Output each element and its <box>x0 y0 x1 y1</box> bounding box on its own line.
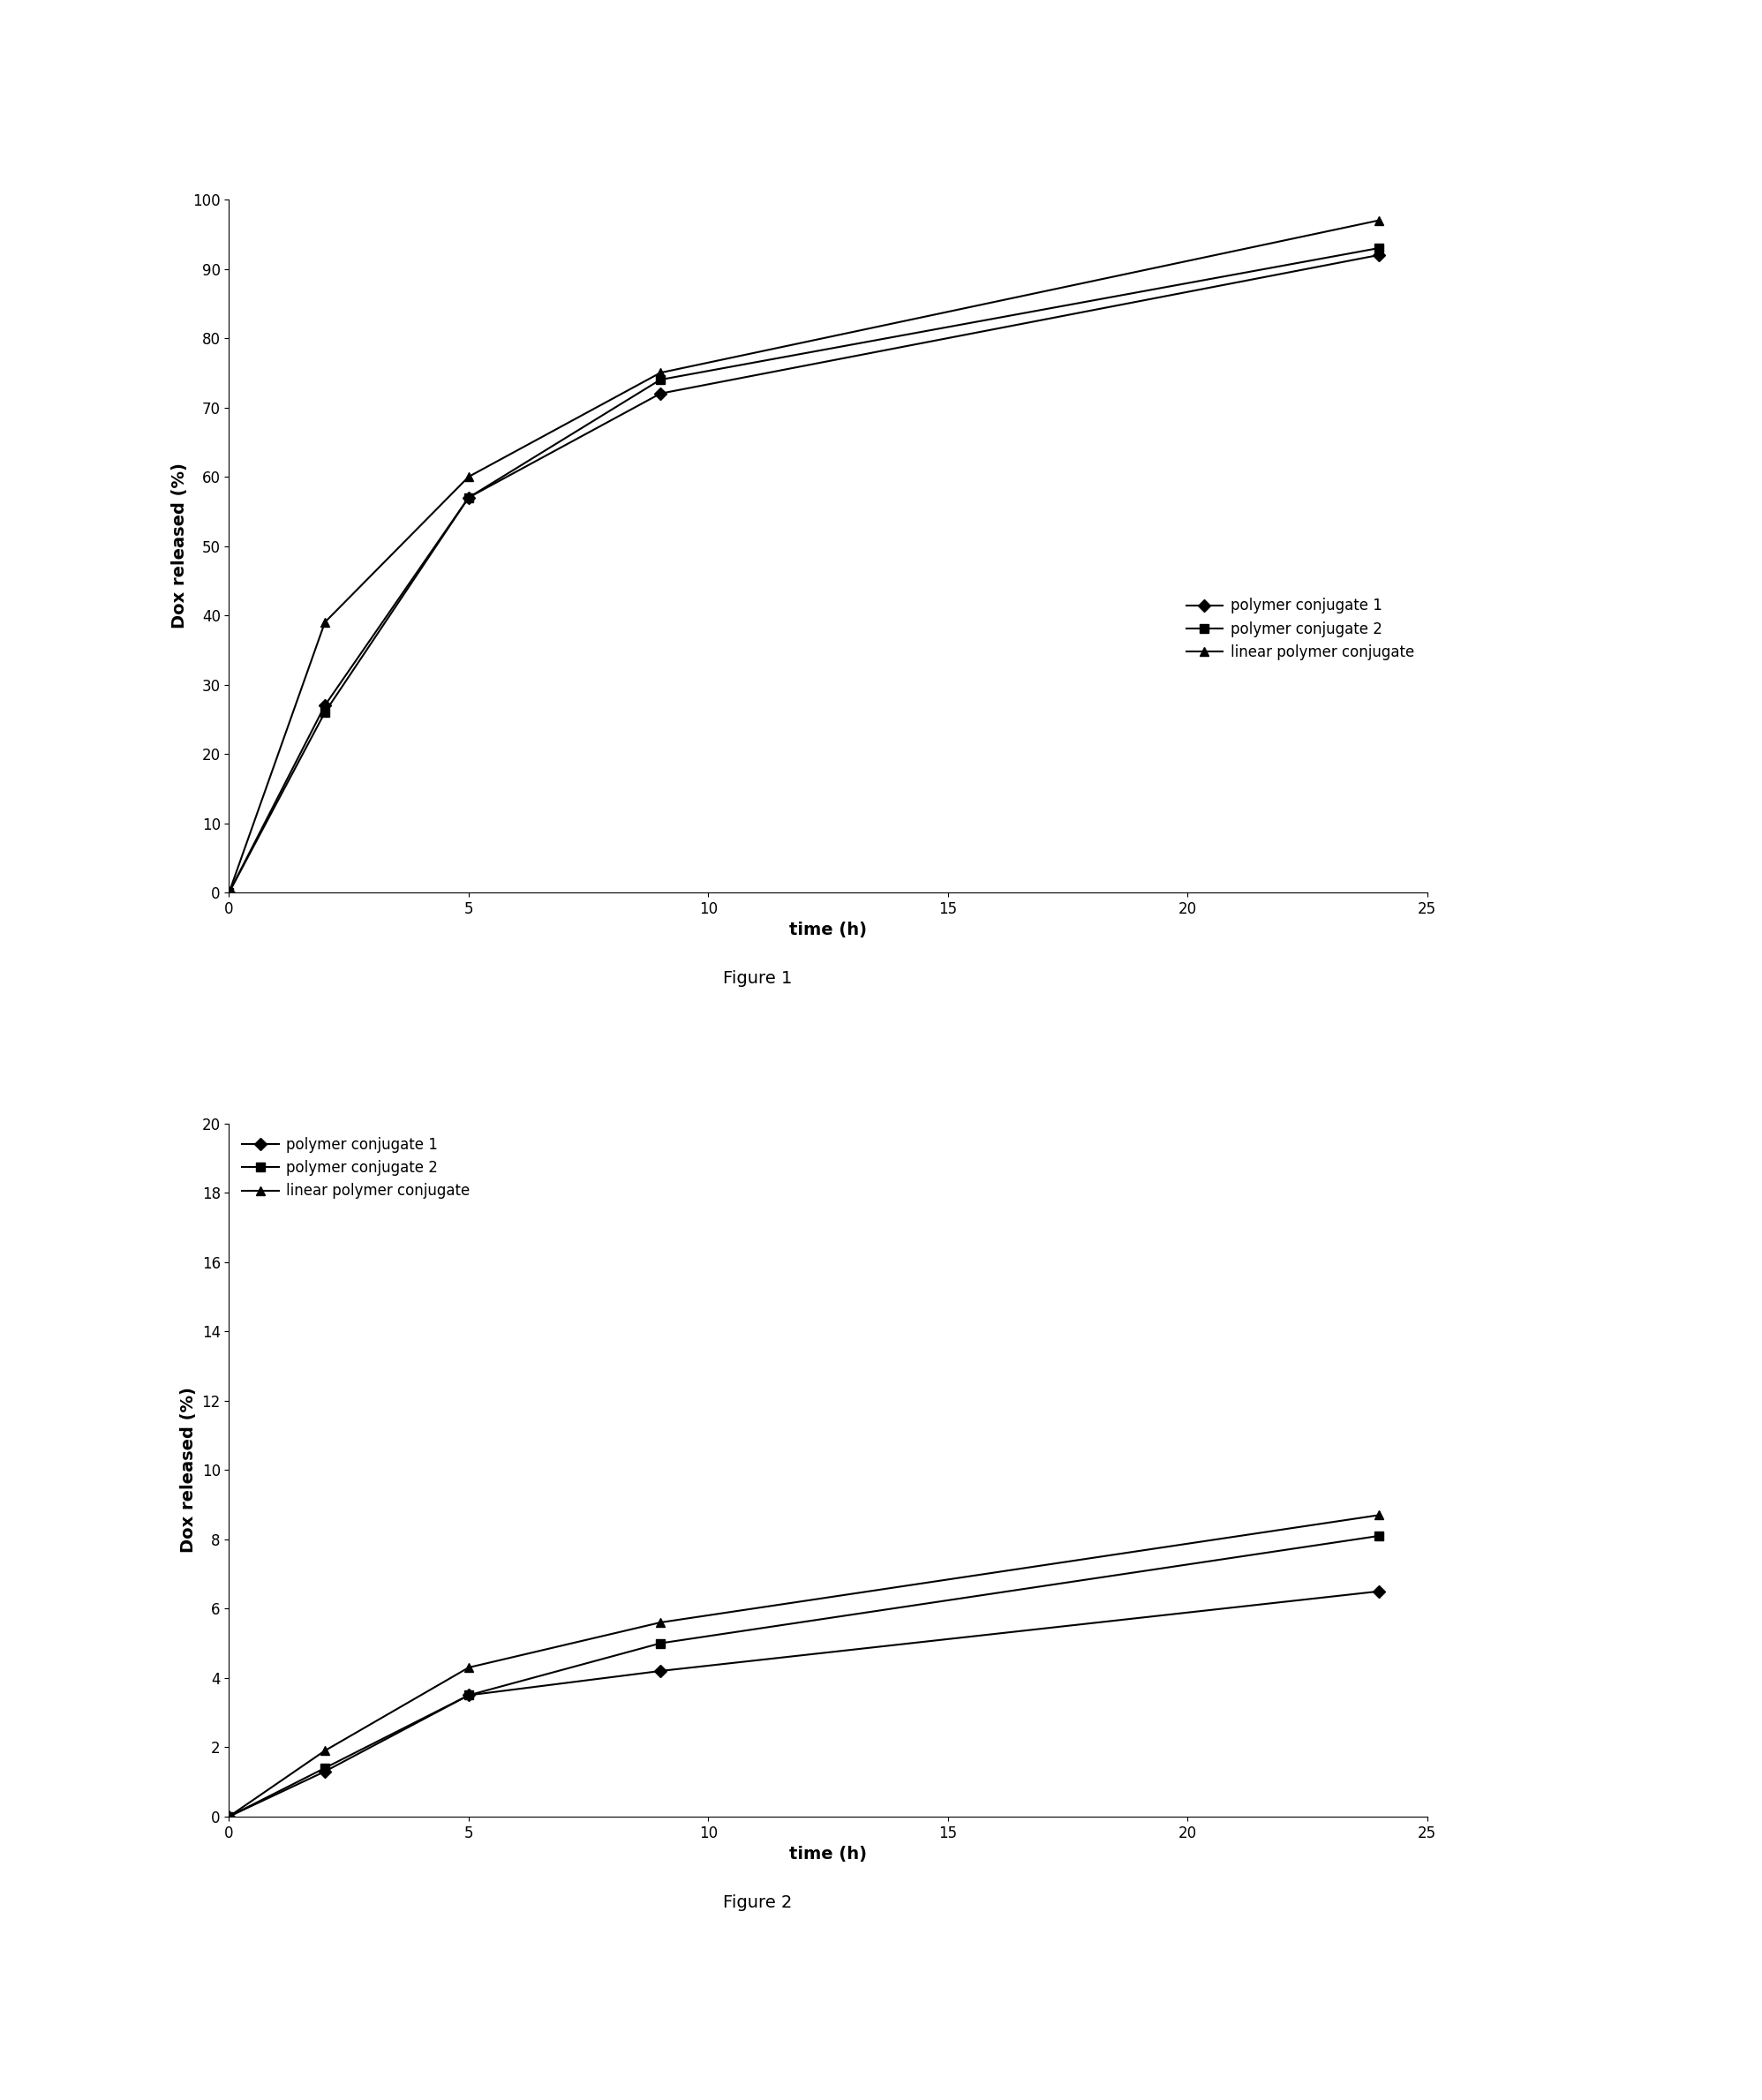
polymer conjugate 1 <box>218 880 240 905</box>
polymer conjugate 2 <box>458 485 479 510</box>
linear polymer conjugate <box>314 609 335 634</box>
X-axis label: time (h): time (h) <box>789 1846 867 1863</box>
linear polymer conjugate <box>218 1804 240 1829</box>
Line: polymer conjugate 2: polymer conjugate 2 <box>226 244 1383 897</box>
linear polymer conjugate <box>218 880 240 905</box>
Text: Figure 1: Figure 1 <box>722 970 793 987</box>
polymer conjugate 1 <box>458 485 479 510</box>
polymer conjugate 2 <box>218 880 240 905</box>
linear polymer conjugate <box>650 361 671 386</box>
Text: Figure 2: Figure 2 <box>722 1894 793 1911</box>
polymer conjugate 1 <box>1369 242 1390 267</box>
polymer conjugate 2 <box>314 1756 335 1781</box>
polymer conjugate 1 <box>218 1804 240 1829</box>
linear polymer conjugate <box>458 1655 479 1680</box>
polymer conjugate 2 <box>1369 1522 1390 1548</box>
Line: polymer conjugate 1: polymer conjugate 1 <box>226 1588 1383 1821</box>
Legend: polymer conjugate 1, polymer conjugate 2, linear polymer conjugate: polymer conjugate 1, polymer conjugate 2… <box>1181 592 1420 666</box>
polymer conjugate 2 <box>218 1804 240 1829</box>
linear polymer conjugate <box>650 1611 671 1636</box>
polymer conjugate 2 <box>650 368 671 393</box>
Line: polymer conjugate 2: polymer conjugate 2 <box>226 1531 1383 1821</box>
polymer conjugate 1 <box>650 380 671 405</box>
Line: linear polymer conjugate: linear polymer conjugate <box>226 216 1383 897</box>
Line: linear polymer conjugate: linear polymer conjugate <box>226 1510 1383 1821</box>
polymer conjugate 1 <box>314 693 335 718</box>
polymer conjugate 1 <box>314 1760 335 1785</box>
polymer conjugate 2 <box>650 1630 671 1655</box>
Legend: polymer conjugate 1, polymer conjugate 2, linear polymer conjugate: polymer conjugate 1, polymer conjugate 2… <box>236 1132 476 1205</box>
X-axis label: time (h): time (h) <box>789 922 867 939</box>
polymer conjugate 2 <box>458 1682 479 1707</box>
linear polymer conjugate <box>1369 1502 1390 1527</box>
linear polymer conjugate <box>458 464 479 489</box>
polymer conjugate 2 <box>314 699 335 724</box>
polymer conjugate 1 <box>1369 1579 1390 1604</box>
Y-axis label: Dox released (%): Dox released (%) <box>180 1388 197 1552</box>
polymer conjugate 1 <box>458 1682 479 1707</box>
Y-axis label: Dox released (%): Dox released (%) <box>171 464 189 628</box>
polymer conjugate 1 <box>650 1659 671 1684</box>
linear polymer conjugate <box>1369 208 1390 233</box>
Line: polymer conjugate 1: polymer conjugate 1 <box>226 250 1383 897</box>
linear polymer conjugate <box>314 1739 335 1764</box>
polymer conjugate 2 <box>1369 235 1390 260</box>
